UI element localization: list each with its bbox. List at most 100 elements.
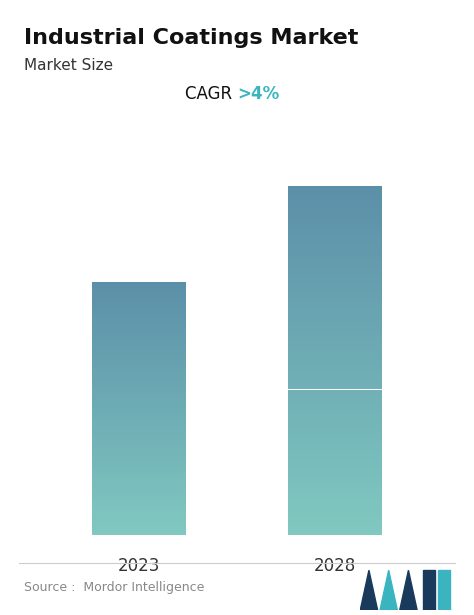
Bar <box>288 265 382 266</box>
Bar <box>288 308 382 309</box>
Bar <box>92 347 186 349</box>
Bar <box>92 299 186 300</box>
Bar <box>92 381 186 383</box>
Bar <box>92 333 186 334</box>
Bar <box>288 258 382 259</box>
Bar <box>288 508 382 509</box>
Bar <box>92 397 186 399</box>
Bar <box>92 340 186 341</box>
Bar <box>288 230 382 231</box>
Bar <box>288 224 382 225</box>
Bar <box>92 309 186 311</box>
Bar <box>288 470 382 471</box>
Bar <box>288 510 382 512</box>
Bar <box>92 488 186 489</box>
Bar <box>92 421 186 422</box>
Bar <box>92 357 186 358</box>
Bar <box>92 409 186 410</box>
Bar <box>92 356 186 357</box>
Bar <box>92 373 186 374</box>
Bar <box>92 341 186 342</box>
Bar <box>288 321 382 322</box>
Bar <box>288 192 382 194</box>
Bar <box>288 506 382 507</box>
Bar <box>288 407 382 408</box>
Bar <box>288 463 382 464</box>
Bar <box>288 191 382 192</box>
Bar <box>92 494 186 495</box>
Bar <box>288 472 382 474</box>
Bar <box>288 327 382 328</box>
Bar <box>288 337 382 338</box>
Bar <box>288 480 382 482</box>
Bar <box>92 501 186 502</box>
Bar <box>92 298 186 299</box>
Bar <box>288 427 382 428</box>
Bar <box>92 493 186 494</box>
Bar <box>288 522 382 523</box>
Bar <box>288 461 382 462</box>
Bar <box>288 362 382 363</box>
Bar <box>92 427 186 428</box>
Bar <box>92 410 186 411</box>
Bar <box>92 346 186 347</box>
Bar <box>92 435 186 436</box>
Bar <box>288 261 382 263</box>
Bar <box>288 514 382 515</box>
Bar <box>288 330 382 331</box>
Bar <box>92 470 186 471</box>
Bar <box>92 444 186 445</box>
Bar <box>92 456 186 458</box>
Bar <box>92 402 186 403</box>
Bar <box>92 428 186 429</box>
Bar <box>288 208 382 209</box>
Bar <box>288 317 382 319</box>
Bar <box>288 471 382 472</box>
Bar <box>288 383 382 384</box>
Bar <box>288 187 382 188</box>
Bar <box>288 416 382 418</box>
Bar <box>288 301 382 302</box>
Bar <box>288 263 382 264</box>
Bar <box>92 312 186 313</box>
Bar <box>92 474 186 475</box>
Bar <box>288 294 382 295</box>
Bar <box>288 248 382 250</box>
Bar <box>288 467 382 469</box>
Bar <box>92 416 186 417</box>
Bar <box>92 517 186 518</box>
Bar <box>288 231 382 232</box>
Bar <box>288 377 382 378</box>
Bar <box>92 384 186 385</box>
Bar <box>288 242 382 243</box>
Bar <box>92 391 186 392</box>
Bar <box>288 281 382 282</box>
Bar <box>288 199 382 200</box>
Bar <box>288 507 382 508</box>
Bar <box>92 377 186 378</box>
Bar <box>288 386 382 387</box>
Bar <box>288 438 382 440</box>
Bar <box>288 298 382 299</box>
Bar <box>288 325 382 327</box>
Bar <box>92 412 186 413</box>
Bar <box>92 496 186 497</box>
Bar <box>92 485 186 486</box>
Bar <box>288 250 382 251</box>
Bar <box>92 385 186 386</box>
Bar <box>92 451 186 452</box>
Bar <box>288 202 382 203</box>
Bar <box>288 255 382 256</box>
Bar <box>92 459 186 460</box>
Bar <box>288 413 382 414</box>
Bar <box>288 418 382 419</box>
Bar <box>288 203 382 204</box>
Bar <box>288 363 382 364</box>
Bar <box>92 509 186 510</box>
Bar <box>92 534 186 535</box>
Bar <box>288 209 382 210</box>
Bar <box>288 277 382 278</box>
Bar <box>288 292 382 293</box>
Bar <box>288 266 382 268</box>
Bar <box>92 486 186 487</box>
